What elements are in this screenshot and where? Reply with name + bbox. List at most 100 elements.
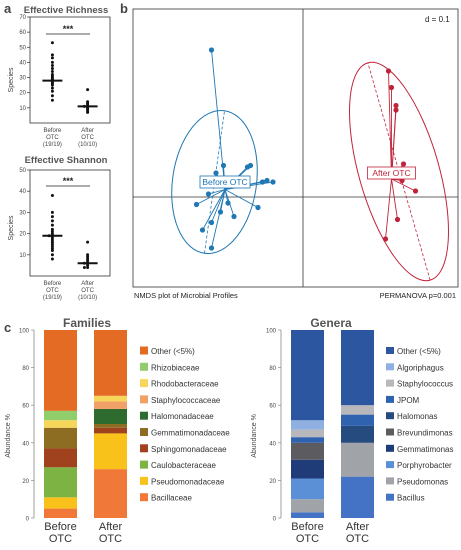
shannon-point (83, 266, 86, 269)
nmds-point (393, 103, 398, 108)
families-ytick-label: 80 (22, 366, 29, 372)
nmds-point (209, 47, 214, 52)
richness-point (51, 67, 54, 70)
richness-point (51, 64, 54, 67)
shannon-point (51, 249, 54, 252)
shannon-ytick-label: 40 (19, 189, 26, 195)
families-legend-label: Other (<5%) (151, 347, 195, 356)
families-chart: Families Abundance % 020406080100BeforeO… (5, 316, 230, 545)
shannon-ytick-label: 30 (19, 210, 26, 216)
families-legend-swatch (140, 444, 148, 452)
genera-legend-swatch (386, 412, 394, 419)
families-bar-segment (44, 448, 77, 467)
genera-ytick-label: 60 (269, 404, 276, 410)
richness-ytick-label: 20 (19, 91, 26, 97)
nmds-group-label: After OTC (372, 168, 410, 178)
families-legend-swatch (140, 412, 148, 420)
genera-legend-label: Bacillus (397, 494, 425, 503)
richness-ylabel: Species (8, 67, 15, 92)
shannon-point (51, 219, 54, 222)
richness-point (86, 88, 89, 91)
families-legend-swatch (140, 347, 148, 355)
families-legend-swatch (140, 477, 148, 485)
genera-legend-label: Algoriphagus (397, 363, 444, 372)
families-category-label: After (99, 521, 123, 533)
families-bar-segment (94, 396, 127, 402)
families-bar-segment (94, 409, 127, 424)
families-bar-segment (94, 424, 127, 428)
shannon-point (51, 194, 54, 197)
shannon-point (51, 253, 54, 256)
richness-ytick-label: 60 (19, 30, 26, 36)
nmds-point (270, 179, 275, 184)
nmds-point (395, 217, 400, 222)
shannon-chart: Effective Shannon Species *** 1020304050… (8, 155, 110, 301)
shannon-ylabel: Species (8, 215, 15, 240)
families-bar-segment (44, 411, 77, 420)
nmds-point (389, 85, 394, 90)
nmds-point (255, 205, 260, 210)
genera-bar-segment (341, 405, 374, 414)
shannon-point (51, 258, 54, 261)
nmds-point (383, 236, 388, 241)
genera-legend-swatch (386, 429, 394, 436)
panel-letter-c: c (4, 320, 11, 335)
richness-point (86, 111, 89, 114)
shannon-group-label2: OTC (81, 288, 94, 294)
families-bar-segment (94, 330, 127, 396)
genera-ytick-label: 0 (273, 517, 277, 523)
families-legend-swatch (140, 363, 148, 371)
families-bar-segment (94, 401, 127, 409)
richness-ytick-label: 10 (19, 106, 26, 112)
nmds-point (413, 188, 418, 193)
genera-bar-segment (341, 477, 374, 518)
nmds-spider-line (392, 179, 398, 220)
genera-legend-label: Pseudomonas (397, 477, 448, 486)
shannon-title: Effective Shannon (25, 155, 108, 166)
families-ytick-label: 20 (22, 479, 29, 485)
nmds-point (231, 214, 236, 219)
families-ytick-label: 40 (22, 441, 29, 447)
shannon-group-label: After (81, 281, 94, 287)
genera-bar-segment (291, 420, 324, 429)
genera-chart: Genera Abundance % 020406080100BeforeOTC… (251, 316, 453, 545)
shannon-ytick-label: 20 (19, 232, 26, 238)
genera-bar-segment (291, 437, 324, 443)
richness-point (51, 56, 54, 59)
shannon-point (51, 215, 54, 218)
genera-legend-swatch (386, 461, 394, 468)
richness-point (51, 84, 54, 87)
richness-group-label: After (81, 128, 94, 134)
nmds-group-label: Before OTC (202, 177, 247, 187)
nmds-point (200, 227, 205, 232)
genera-ytick-label: 20 (269, 479, 276, 485)
families-legend-label: Caulobacteraceae (151, 461, 216, 470)
richness-group-n: (19/19) (43, 142, 62, 148)
families-category-label: OTC (49, 533, 72, 545)
genera-bar-segment (291, 499, 324, 512)
genera-category-label: Before (291, 521, 323, 533)
nmds-point (209, 220, 214, 225)
genera-bar-segment (291, 443, 324, 460)
families-legend-swatch (140, 493, 148, 501)
genera-legend-label: Gemmatimonas (397, 445, 453, 454)
families-legend-label: Pseudomonadaceae (151, 477, 225, 486)
nmds-spider-line (212, 50, 226, 190)
families-bar-segment (44, 428, 77, 449)
shannon-point (51, 211, 54, 214)
genera-bar-segment (291, 460, 324, 479)
families-legend-swatch (140, 379, 148, 387)
shannon-point (86, 266, 89, 269)
genera-bar-segment (291, 330, 324, 420)
nmds-permanova: PERMANOVA p=0.001 (380, 291, 456, 300)
shannon-ytick-label: 10 (19, 253, 26, 259)
families-title: Families (63, 316, 111, 330)
families-ytick-label: 100 (19, 329, 30, 335)
richness-ytick-label: 70 (19, 15, 26, 21)
shannon-point (86, 241, 89, 244)
nmds-point (264, 178, 269, 183)
genera-bar-segment (341, 426, 374, 443)
genera-legend-label: JPOM (397, 396, 420, 405)
shannon-group-label: Before (44, 281, 62, 287)
